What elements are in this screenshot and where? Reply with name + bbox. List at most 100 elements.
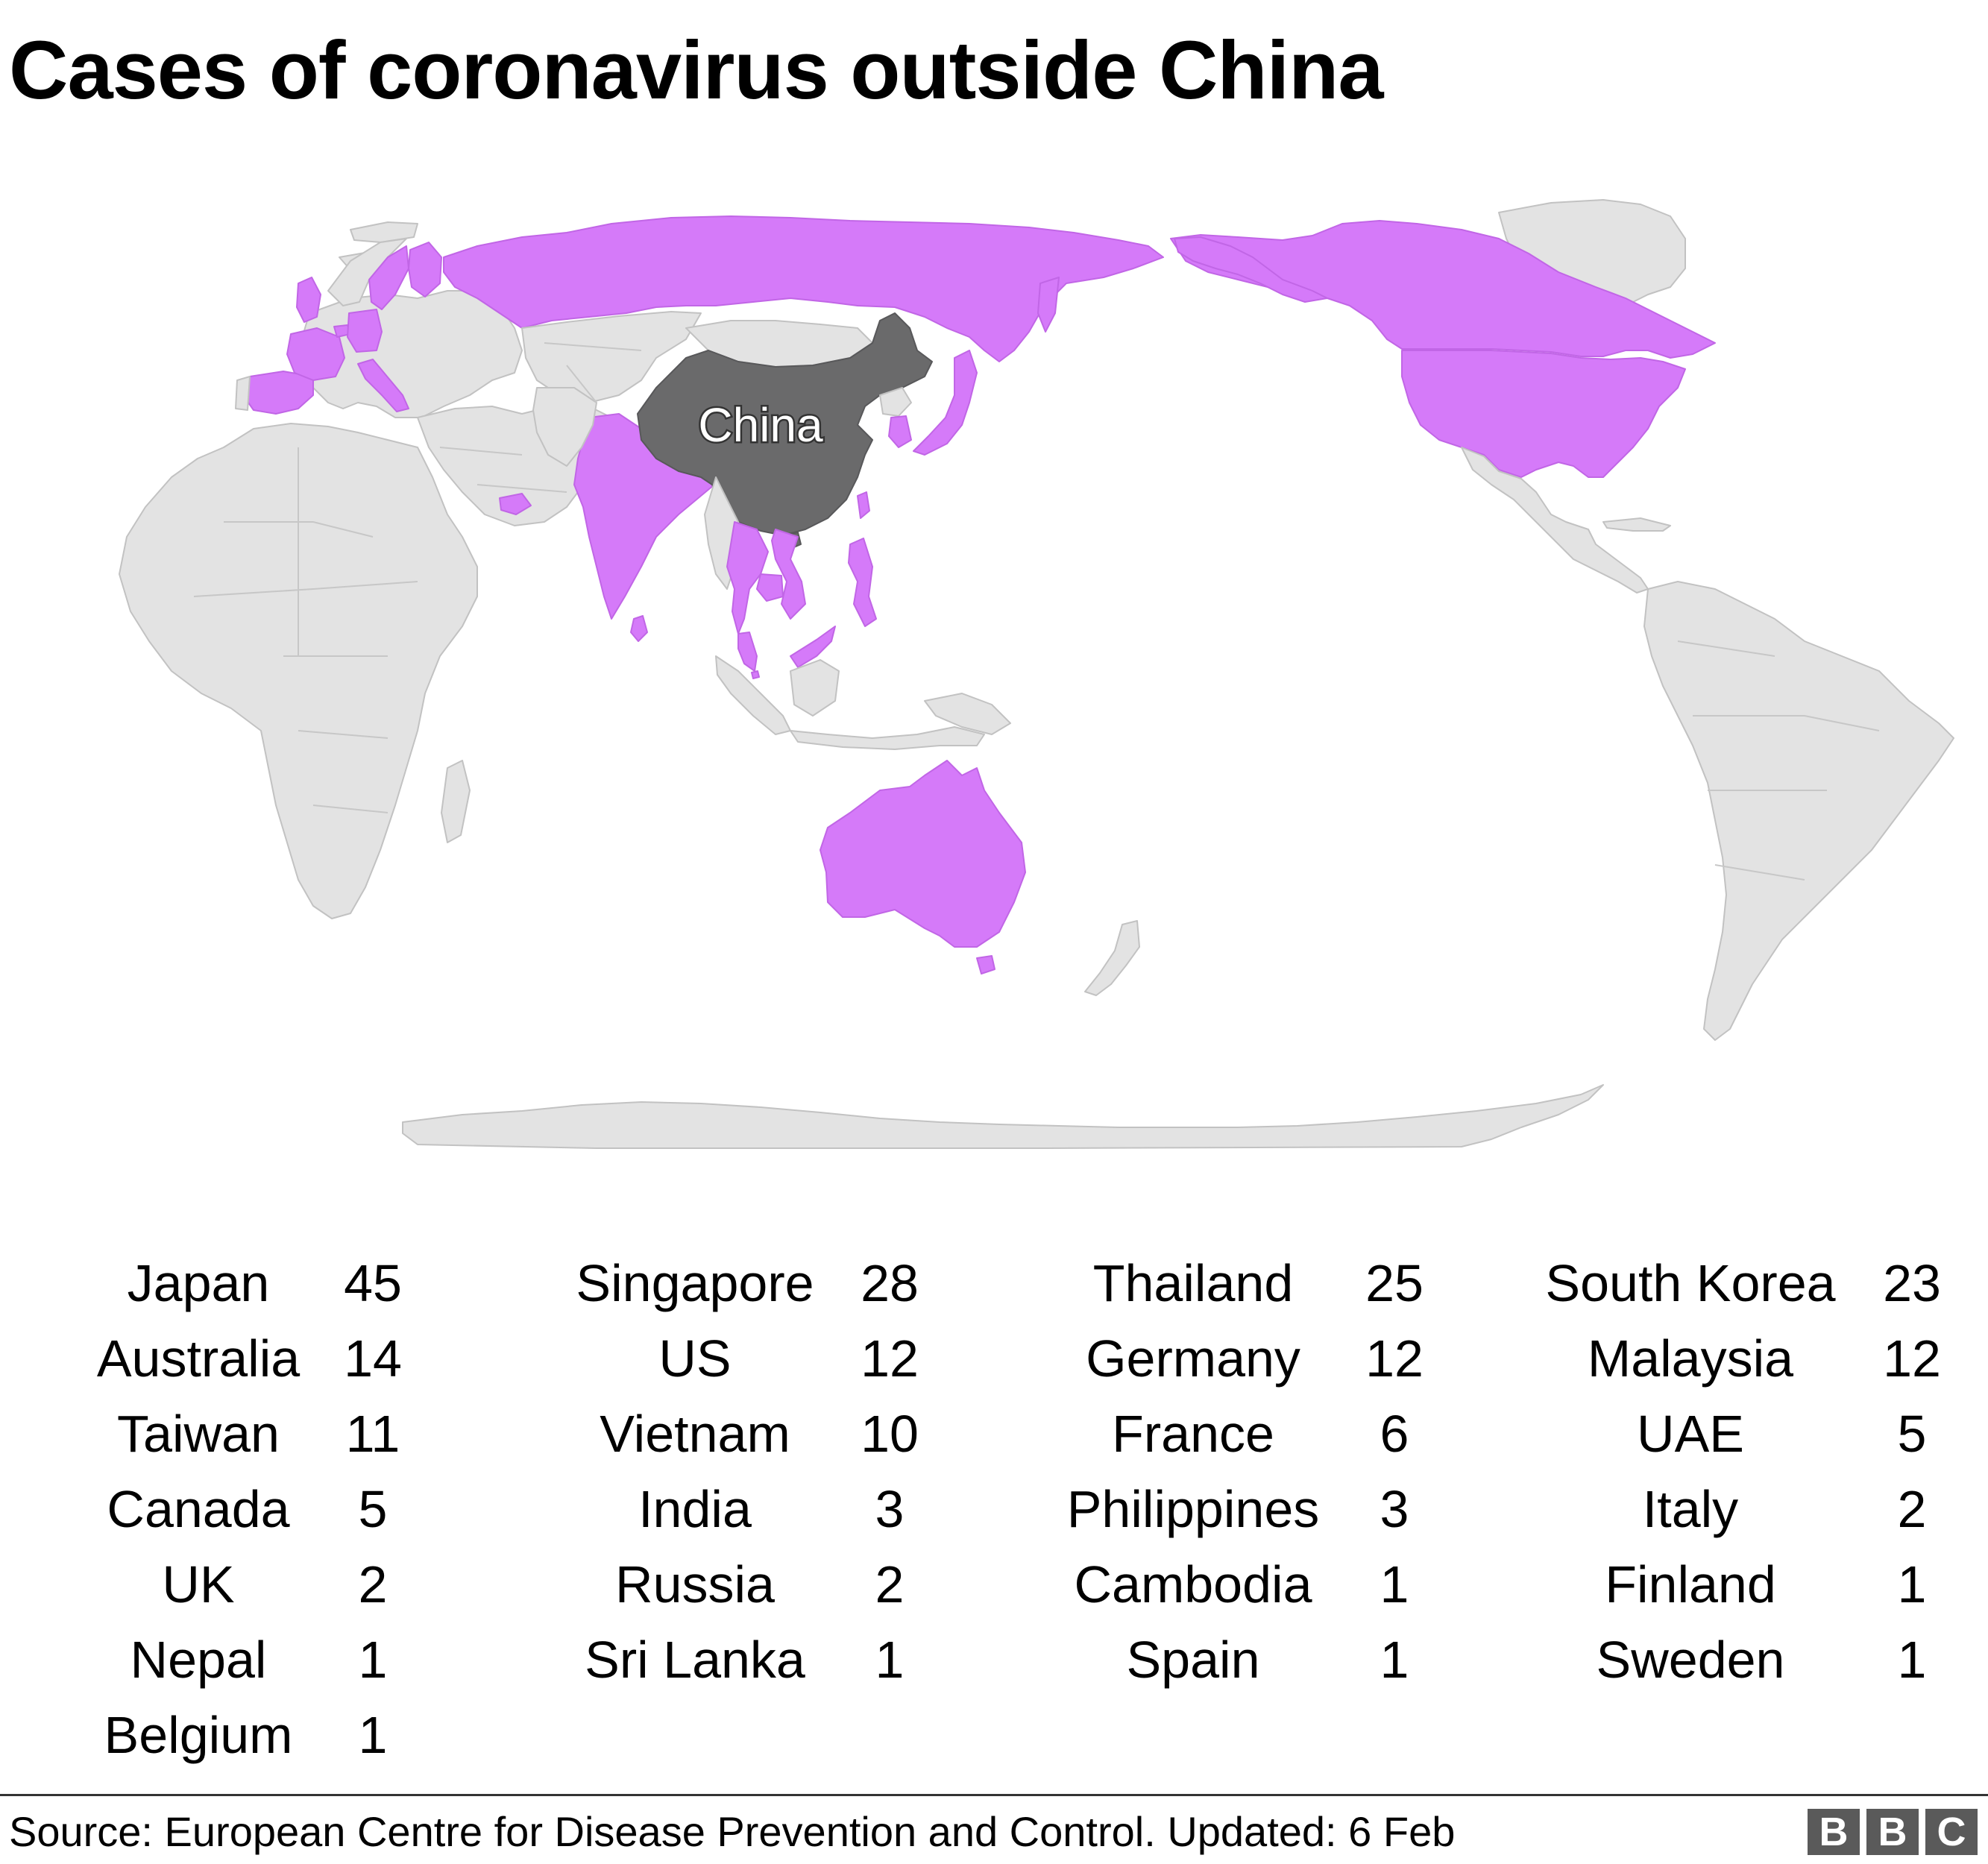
asia-borders — [439, 342, 642, 493]
case-count: 10 — [861, 1405, 919, 1463]
case-count: 6 — [1380, 1405, 1409, 1463]
japan — [913, 350, 978, 456]
us — [1401, 350, 1686, 478]
cambodia — [756, 573, 784, 602]
taiwan — [857, 491, 870, 519]
case-count: 3 — [1380, 1480, 1409, 1538]
case-count: 5 — [358, 1480, 388, 1538]
country-name: France — [1112, 1405, 1274, 1463]
page-title: Cases of coronavirus outside China — [9, 25, 1384, 116]
case-count: 12 — [861, 1329, 919, 1388]
footer-divider — [0, 1794, 1988, 1796]
indonesia-east — [790, 726, 985, 750]
country-name: Japan — [127, 1254, 270, 1312]
case-count: 1 — [1380, 1631, 1409, 1689]
case-count: 12 — [1883, 1329, 1941, 1388]
case-count: 14 — [344, 1329, 402, 1388]
country-name: Nepal — [130, 1631, 267, 1689]
case-count: 11 — [345, 1405, 400, 1463]
country-name: US — [658, 1329, 732, 1388]
africa — [119, 423, 478, 919]
country-name: Australia — [96, 1329, 301, 1388]
case-count: 1 — [875, 1631, 905, 1689]
philippines — [848, 538, 877, 627]
south-america-borders — [1677, 640, 1880, 881]
country-name: Italy — [1642, 1480, 1739, 1538]
country-name: Cambodia — [1074, 1555, 1312, 1613]
case-count: 12 — [1365, 1329, 1424, 1388]
spain — [242, 371, 314, 415]
australia — [820, 760, 1026, 948]
china — [637, 312, 933, 536]
canada — [1170, 220, 1716, 359]
new-zealand — [1084, 920, 1140, 996]
cases-table: Japan 45 Australia 14 Taiwan 11 Canada 5… — [0, 1253, 1988, 1789]
country-name: Canada — [107, 1480, 290, 1538]
case-count: 2 — [358, 1555, 388, 1613]
north-korea — [879, 387, 912, 417]
case-count: 28 — [861, 1254, 919, 1312]
vietnam — [771, 529, 806, 620]
uae — [499, 493, 532, 515]
malaysia-borneo — [790, 626, 836, 668]
case-count: 3 — [875, 1480, 905, 1538]
logo-letter: C — [1925, 1809, 1978, 1855]
case-count: 45 — [344, 1254, 402, 1312]
country-name: South Korea — [1545, 1254, 1836, 1312]
kamchatka — [1037, 277, 1060, 333]
finland — [408, 242, 442, 297]
portugal — [235, 376, 251, 411]
case-count: 1 — [358, 1706, 388, 1764]
case-count: 25 — [1365, 1254, 1424, 1312]
country-name: Sri Lanka — [585, 1631, 805, 1689]
case-count: 2 — [875, 1555, 905, 1613]
madagascar — [441, 760, 471, 843]
country-name: UAE — [1637, 1405, 1744, 1463]
caribbean — [1602, 517, 1671, 532]
alaska — [1174, 236, 1328, 303]
case-count: 2 — [1897, 1480, 1927, 1538]
uk — [296, 277, 321, 323]
sweden — [368, 245, 409, 310]
china-label: China — [698, 398, 823, 452]
logo-letter: B — [1808, 1809, 1860, 1855]
case-count: 1 — [1897, 1555, 1927, 1613]
tasmania — [976, 955, 995, 974]
case-count: 23 — [1883, 1254, 1941, 1312]
country-name: Taiwan — [117, 1405, 280, 1463]
country-name: Sweden — [1596, 1631, 1785, 1689]
country-name: Vietnam — [600, 1405, 790, 1463]
south-america — [1643, 581, 1954, 1041]
country-name: Germany — [1086, 1329, 1300, 1388]
logo-letter: B — [1866, 1809, 1919, 1855]
south-korea — [888, 415, 912, 448]
country-name: Thailand — [1092, 1254, 1294, 1312]
country-name: UK — [162, 1555, 235, 1613]
pakistan-afghanistan — [532, 387, 597, 467]
case-count: 1 — [1380, 1555, 1409, 1613]
thailand — [726, 521, 769, 635]
world-map: China — [119, 199, 1954, 1149]
italy — [357, 359, 409, 412]
singapore — [751, 670, 760, 679]
sri-lanka — [630, 615, 648, 642]
antarctica — [402, 1084, 1604, 1149]
country-name: India — [638, 1480, 752, 1538]
country-name: Russia — [615, 1555, 775, 1613]
mexico — [1461, 447, 1649, 593]
country-name: Spain — [1126, 1631, 1260, 1689]
borneo — [790, 659, 840, 717]
germany — [347, 309, 383, 353]
borneo-sumatra — [715, 655, 791, 735]
svalbard — [350, 221, 418, 243]
country-name: Singapore — [576, 1254, 814, 1312]
case-count: 5 — [1897, 1405, 1927, 1463]
country-name: Malaysia — [1587, 1329, 1794, 1388]
new-guinea — [924, 693, 1011, 735]
malaysia-peninsula — [737, 632, 758, 672]
france — [286, 327, 345, 381]
bbc-logo: B B C — [1808, 1809, 1979, 1855]
country-name: Belgium — [104, 1706, 293, 1764]
source-note: Source: European Centre for Disease Prev… — [9, 1808, 1456, 1855]
